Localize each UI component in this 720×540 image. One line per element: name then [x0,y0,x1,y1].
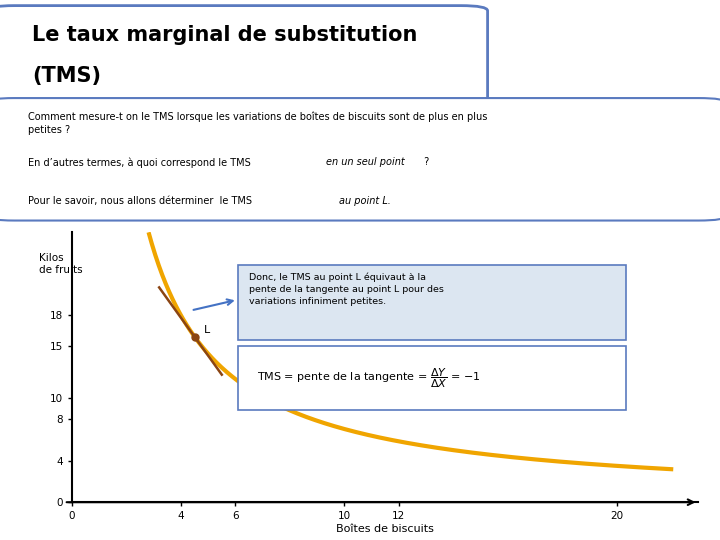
Text: Pour le savoir, nous allons déterminer  le TMS: Pour le savoir, nous allons déterminer l… [28,195,255,206]
FancyBboxPatch shape [238,346,626,410]
Text: Le taux marginal de substitution: Le taux marginal de substitution [32,25,418,45]
Text: Donc, le TMS au point L équivaut à la
pente de la tangente au point L pour des
v: Donc, le TMS au point L équivaut à la pe… [249,272,444,306]
Text: TMS = pente de la tangente = $\dfrac{\Delta Y}{\Delta X}$ = $-1$: TMS = pente de la tangente = $\dfrac{\De… [257,366,480,390]
X-axis label: Boîtes de biscuits: Boîtes de biscuits [336,524,434,534]
Text: (TMS): (TMS) [32,65,102,86]
Text: En d’autres termes, à quoi correspond le TMS: En d’autres termes, à quoi correspond le… [28,157,254,167]
Text: ?: ? [420,157,429,167]
Text: Kilos
de fruits: Kilos de fruits [40,253,83,275]
Text: Comment mesure-t on le TMS lorsque les variations de boîtes de biscuits sont de : Comment mesure-t on le TMS lorsque les v… [28,112,487,136]
Text: en un seul point: en un seul point [325,157,405,167]
FancyBboxPatch shape [238,265,626,340]
FancyBboxPatch shape [0,5,487,103]
Text: au point L.: au point L. [339,195,391,206]
Text: L: L [204,325,210,335]
FancyBboxPatch shape [0,98,720,220]
